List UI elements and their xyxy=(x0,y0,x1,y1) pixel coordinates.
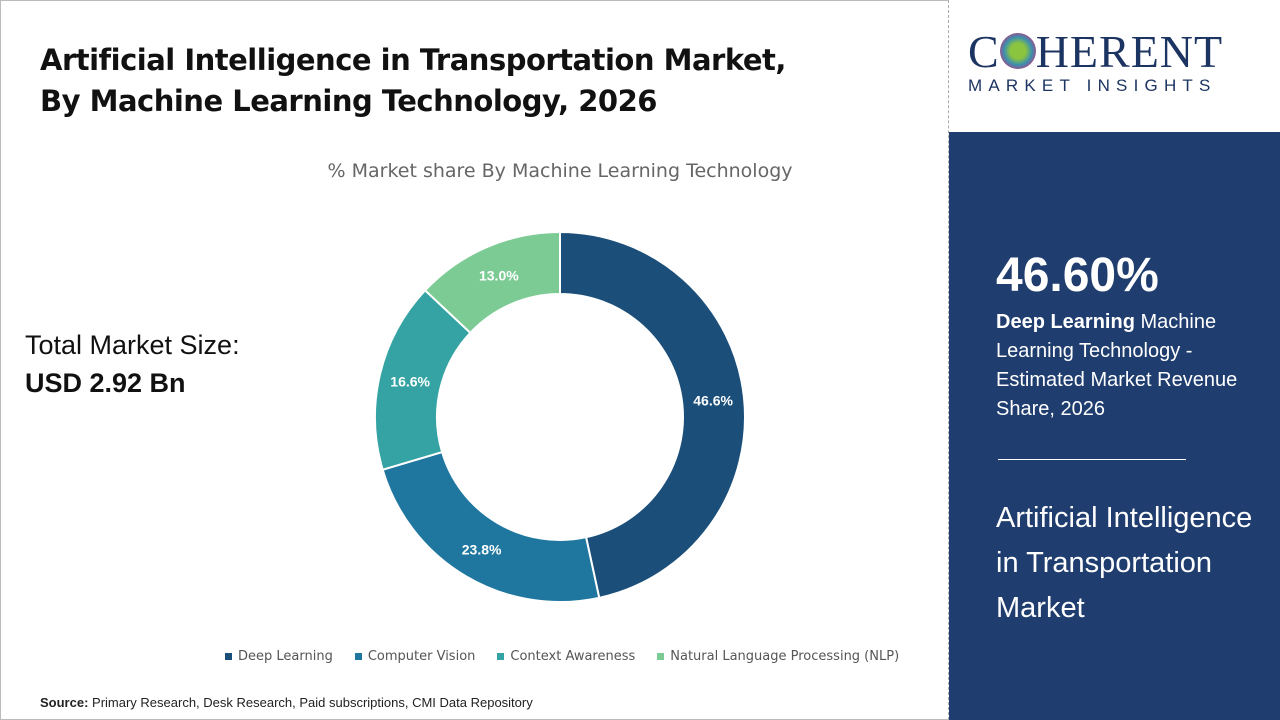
market-name: Artificial Intelligence in Transportatio… xyxy=(996,502,1253,624)
data-label-1: 23.8% xyxy=(462,542,502,558)
title-line-2: By Machine Learning Technology, 2026 xyxy=(40,84,657,118)
divider xyxy=(998,459,1186,460)
source-note: Source: Primary Research, Desk Research,… xyxy=(40,695,533,710)
highlight-description: Deep Learning Machine Learning Technolog… xyxy=(996,308,1256,424)
logo-herent: HERENT xyxy=(1035,26,1224,77)
data-label-0: 46.6% xyxy=(693,393,733,409)
highlight-text: Machine Learning Technology - Estimated … xyxy=(996,311,1238,420)
source-text: Primary Research, Desk Research, Paid su… xyxy=(88,695,533,710)
logo: C HERENT MARKET INSIGHTS xyxy=(968,29,1268,96)
donut-slice-1 xyxy=(381,450,601,603)
logo-c: C xyxy=(968,26,1000,77)
legend-label: Context Awareness xyxy=(510,649,636,664)
donut-slice-3 xyxy=(423,230,561,335)
legend-item: Deep Learning xyxy=(225,649,333,664)
logo-subtitle: MARKET INSIGHTS xyxy=(968,76,1217,95)
legend-swatch xyxy=(497,653,505,660)
title-line-1: Artificial Intelligence in Transportatio… xyxy=(40,43,786,77)
highlight-percent: 46.60% xyxy=(996,249,1159,302)
legend-label: Computer Vision xyxy=(367,649,476,664)
data-label-3: 13.0% xyxy=(479,268,519,284)
legend: Deep Learning Computer Vision Context Awar… xyxy=(225,649,899,664)
total-label: Total Market Size: xyxy=(25,330,240,360)
legend-swatch xyxy=(354,653,362,660)
donut-slice-0 xyxy=(559,230,746,599)
highlight-segment: Deep Learning xyxy=(996,311,1135,333)
legend-item: Natural Language Processing (NLP) xyxy=(657,649,899,664)
data-label-2: 16.6% xyxy=(390,374,430,390)
legend-swatch xyxy=(225,653,232,660)
chart-title: % Market share By Machine Learning Techn… xyxy=(327,160,793,182)
info-panel xyxy=(949,132,1280,720)
legend-item: Computer Vision xyxy=(354,649,476,664)
total-value: USD 2.92 Bn xyxy=(25,368,186,398)
total-market-size: Total Market Size: USD 2.92 Bn xyxy=(25,326,240,402)
globe-dots-icon xyxy=(999,33,1036,69)
legend-label: Deep Learning xyxy=(238,649,333,664)
legend-swatch xyxy=(657,653,665,660)
page-title: Artificial Intelligence in Transportatio… xyxy=(40,40,786,122)
source-label: Source: xyxy=(40,695,89,710)
donut-chart: 46.6% 23.8% 16.6% 13.0% xyxy=(374,230,746,603)
legend-label: Natural Language Processing (NLP) xyxy=(670,649,900,664)
legend-item: Context Awareness xyxy=(497,649,635,664)
